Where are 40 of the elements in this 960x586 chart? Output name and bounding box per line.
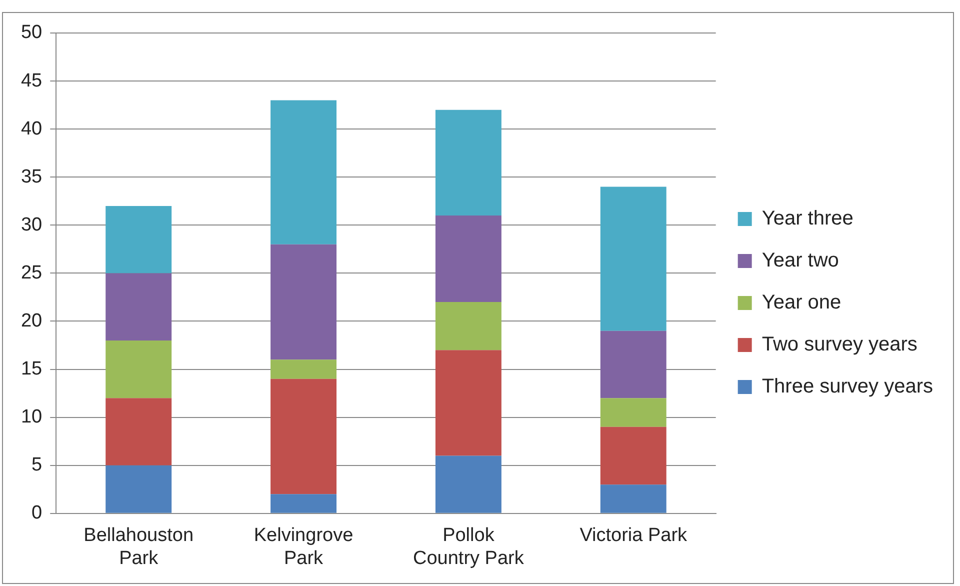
bar [270,360,337,379]
bar [600,186,666,331]
x-tick-label: Kelvingrove Park [254,525,354,569]
bar [270,244,337,360]
legend-label: Two survey years [762,334,918,356]
bar [600,426,666,485]
bar [106,273,172,340]
bar [270,494,337,513]
bar [600,398,666,427]
bar [435,302,502,350]
bar [106,340,172,398]
legend-label: Year one [762,292,842,314]
legend-label: Three survey years [762,376,933,398]
bar [435,216,502,302]
y-tick-label: 40 [20,118,42,140]
bar [600,484,666,513]
x-tick-label: Pollok Country Park [413,525,524,569]
y-tick-label: 35 [20,166,42,188]
y-tick-label: 10 [20,406,42,428]
bar [106,398,172,466]
legend-label: Year three [762,208,854,230]
bar [435,110,502,216]
y-tick-label: 25 [20,262,42,284]
y-tick-label: 30 [20,214,42,236]
bar [106,465,172,513]
bar [270,378,337,494]
y-tick-label: 5 [32,454,42,476]
x-tick-label: Bellahouston Park [84,525,194,569]
y-tick-label: 20 [20,310,42,332]
bar [600,330,666,398]
y-tick-label: 0 [32,502,42,524]
bar [435,350,502,456]
bar [435,456,502,513]
y-tick-label: 45 [20,70,42,92]
legend-label: Year two [762,250,839,272]
y-tick-label: 15 [20,358,42,380]
bar [270,100,337,244]
x-tick-label: Victoria Park [580,525,688,546]
y-tick-label: 50 [20,22,42,44]
bar [106,206,172,274]
